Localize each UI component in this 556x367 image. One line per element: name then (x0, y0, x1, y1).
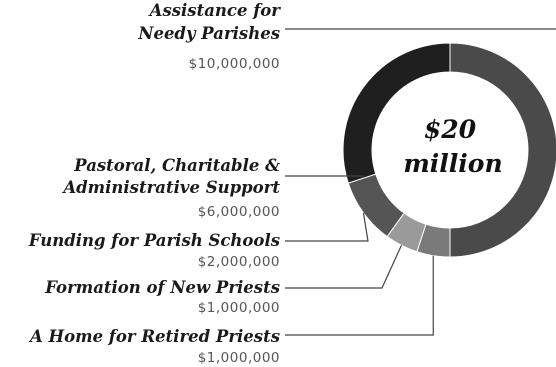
label-pastoral-charitable-administrative-support-line-1: Pastoral, Charitable & (73, 156, 280, 175)
label-a-home-for-retired-priests-line-1: A Home for Retired Priests (28, 327, 280, 346)
center-label-line-2: million (403, 149, 502, 178)
donut-slices (342, 42, 556, 258)
amount-formation-of-new-priests: $1,000,000 (198, 300, 280, 316)
slice-assistance-for-needy-parishes (449, 42, 556, 258)
slice-labels: Assistance for Needy Parishes $10,000,000 A… (28, 1, 282, 366)
slice-pastoral-charitable-administrative-support (342, 42, 451, 184)
leader-funding-for-parish-schools (285, 212, 369, 242)
label-funding-for-parish-schools-line-1: Funding for Parish Schools (28, 231, 280, 250)
amount-assistance-for-needy-parishes: $10,000,000 (189, 56, 280, 72)
amount-a-home-for-retired-priests: $1,000,000 (198, 350, 280, 366)
leader-formation-of-new-priests (285, 245, 402, 289)
leader-assistance-for-needy-parishes (285, 28, 556, 30)
center-label-line-1: $20 (424, 115, 477, 144)
amount-pastoral-charitable-administrative-support: $6,000,000 (198, 204, 280, 220)
label-assistance-for-needy-parishes-line-2: Needy Parishes (137, 24, 280, 43)
label-formation-of-new-priests-line-1: Formation of New Priests (44, 278, 280, 297)
leader-lines (285, 28, 556, 336)
label-pastoral-charitable-administrative-support-line-2: Administrative Support (61, 178, 280, 197)
leader-a-home-for-retired-priests (285, 255, 434, 336)
amount-funding-for-parish-schools: $2,000,000 (198, 254, 280, 270)
label-assistance-for-needy-parishes-line-1: Assistance for (148, 1, 282, 20)
